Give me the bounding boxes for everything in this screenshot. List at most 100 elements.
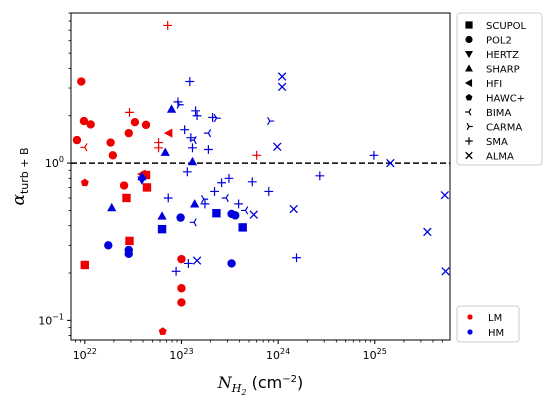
- data-point-hm-x: [249, 210, 259, 219]
- legend-label-sma: SMA: [486, 137, 508, 148]
- y-tick-label: 100: [45, 155, 64, 170]
- legend-label-hfi: HFI: [486, 79, 502, 90]
- data-point-hm-x: [273, 142, 282, 151]
- legends: SCUPOL POL2 HERTZ SHARP HFI HAWC+ BIMA CARMA SMA…: [456, 12, 543, 343]
- data-point-lm-pentagon: [158, 327, 167, 335]
- axes-frame: [70, 12, 451, 341]
- data-point-lm-y-left: [80, 143, 88, 152]
- data-point-hm-tri-up: [166, 104, 177, 113]
- legend-label-alma: ALMA: [486, 152, 514, 163]
- data-point-hm-tri-up: [160, 147, 170, 156]
- data-point-lm-plus: [163, 21, 173, 30]
- data-point-hm-tri-up: [187, 156, 198, 166]
- legend-label-hm: HM: [488, 328, 504, 339]
- data-point-hm-square: [157, 224, 167, 234]
- data-point-hm-y-left: [203, 129, 212, 138]
- data-point-hm-x: [423, 227, 432, 237]
- data-point-lm-circle: [79, 116, 89, 126]
- data-point-hm-plus: [183, 259, 193, 268]
- data-point-hm-plus: [210, 187, 219, 196]
- legend-marker-hawc: [465, 93, 473, 101]
- data-point-hm-plus: [188, 143, 197, 153]
- legend-color-hm: [467, 329, 473, 335]
- legend-label-sharp: SHARP: [486, 65, 520, 76]
- data-point-hm-plus: [200, 199, 210, 209]
- data-point-lm-circle: [177, 298, 186, 307]
- data-point-hm-circle: [104, 241, 113, 250]
- data-point-lm-square: [142, 183, 152, 192]
- data-point-hm-x: [441, 267, 450, 276]
- legend-label-hertz: HERTZ: [486, 50, 519, 61]
- data-point-hm-circle: [231, 211, 240, 220]
- data-point-hm-square: [212, 209, 221, 218]
- data-point-hm-plus: [224, 173, 234, 183]
- data-point-hm-plus: [185, 77, 195, 86]
- data-point-hm-circle: [176, 213, 185, 222]
- legend-marker-pol2: [465, 35, 473, 44]
- data-point-lm-circle: [108, 151, 118, 160]
- data-point-lm-circle: [72, 135, 82, 145]
- data-point-hm-plus: [173, 97, 183, 107]
- data-point-hm-tri-up: [157, 211, 167, 220]
- data-point-hm-plus: [171, 266, 181, 276]
- data-point-hm-tri-up: [137, 171, 147, 181]
- data-point-lm-square: [80, 260, 89, 270]
- data-point-hm-plus: [292, 253, 301, 263]
- marker-legend-box: [456, 12, 543, 166]
- data-point-lm-plus: [252, 150, 262, 160]
- x-tick-label: 1023: [169, 347, 193, 362]
- data-point-hm-plus: [186, 133, 196, 143]
- data-point-lm-circle: [177, 284, 186, 293]
- legend-marker-bima: [465, 108, 472, 116]
- x-tick-label: 1024: [266, 347, 290, 362]
- legend-marker-alma: [465, 151, 473, 160]
- legend-marker-hfi: [464, 79, 473, 87]
- data-point-hm-y-left: [189, 218, 197, 227]
- data-point-lm-square: [141, 170, 151, 180]
- data-point-hm-plus: [369, 150, 379, 160]
- data-point-hm-plus: [182, 167, 192, 177]
- data-point-lm-plus: [125, 107, 134, 117]
- legend-label-hawc: HAWC+: [486, 94, 525, 105]
- legend-label-pol2: POL2: [486, 36, 512, 47]
- color-legend-box: [456, 305, 520, 343]
- data-point-hm-plus: [217, 178, 226, 188]
- data-point-hm-plus: [315, 171, 325, 181]
- data-point-hm-tri-up: [190, 199, 200, 208]
- data-point-lm-circle: [141, 120, 151, 130]
- data-point-hm-plus: [191, 106, 200, 116]
- data-point-hm-tri-up: [107, 202, 117, 212]
- data-point-lm-square: [122, 193, 131, 203]
- data-point-lm-circle: [124, 128, 133, 138]
- data-point-hm-square: [238, 223, 247, 232]
- plot-area: [71, 21, 450, 335]
- data-point-hm-x: [192, 256, 202, 265]
- data-point-lm-circle: [177, 254, 186, 264]
- y-tick-label: 10−1: [38, 312, 64, 327]
- data-point-hm-plus: [247, 177, 257, 187]
- legend-marker-carma: [466, 122, 473, 131]
- x-tick-label: 1022: [73, 347, 97, 362]
- legend-marker-hertz: [465, 50, 473, 59]
- axes: 1022 1023 1024 1025 10−1 100 NH2 (cm−2) αturb +…: [9, 12, 451, 397]
- data-point-hm-plus: [234, 199, 243, 209]
- legend-marker-sma: [465, 137, 473, 145]
- x-axis-title: NH2 (cm−2): [217, 373, 303, 397]
- legend-color-lm: [467, 314, 473, 320]
- data-point-hm-plus: [163, 193, 173, 203]
- data-point-hm-y-left: [221, 193, 229, 203]
- y-axis-title: αturb + B: [9, 147, 31, 205]
- legend-marker-scupol: [465, 21, 473, 29]
- data-point-lm-square: [125, 236, 134, 246]
- x-tick-label: 1025: [363, 347, 387, 362]
- data-point-hm-x: [277, 82, 287, 92]
- data-point-hm-x: [386, 158, 395, 168]
- data-point-hm-y-right: [267, 116, 275, 126]
- data-point-lm-circle: [106, 138, 115, 147]
- legend-label-bima: BIMA: [486, 108, 511, 119]
- legend-label-lm: LM: [488, 313, 502, 324]
- data-point-hm-plus: [203, 145, 213, 154]
- data-point-lm-plus: [154, 143, 163, 153]
- data-point-lm-circle: [77, 77, 86, 86]
- data-point-hm-circle: [227, 259, 236, 268]
